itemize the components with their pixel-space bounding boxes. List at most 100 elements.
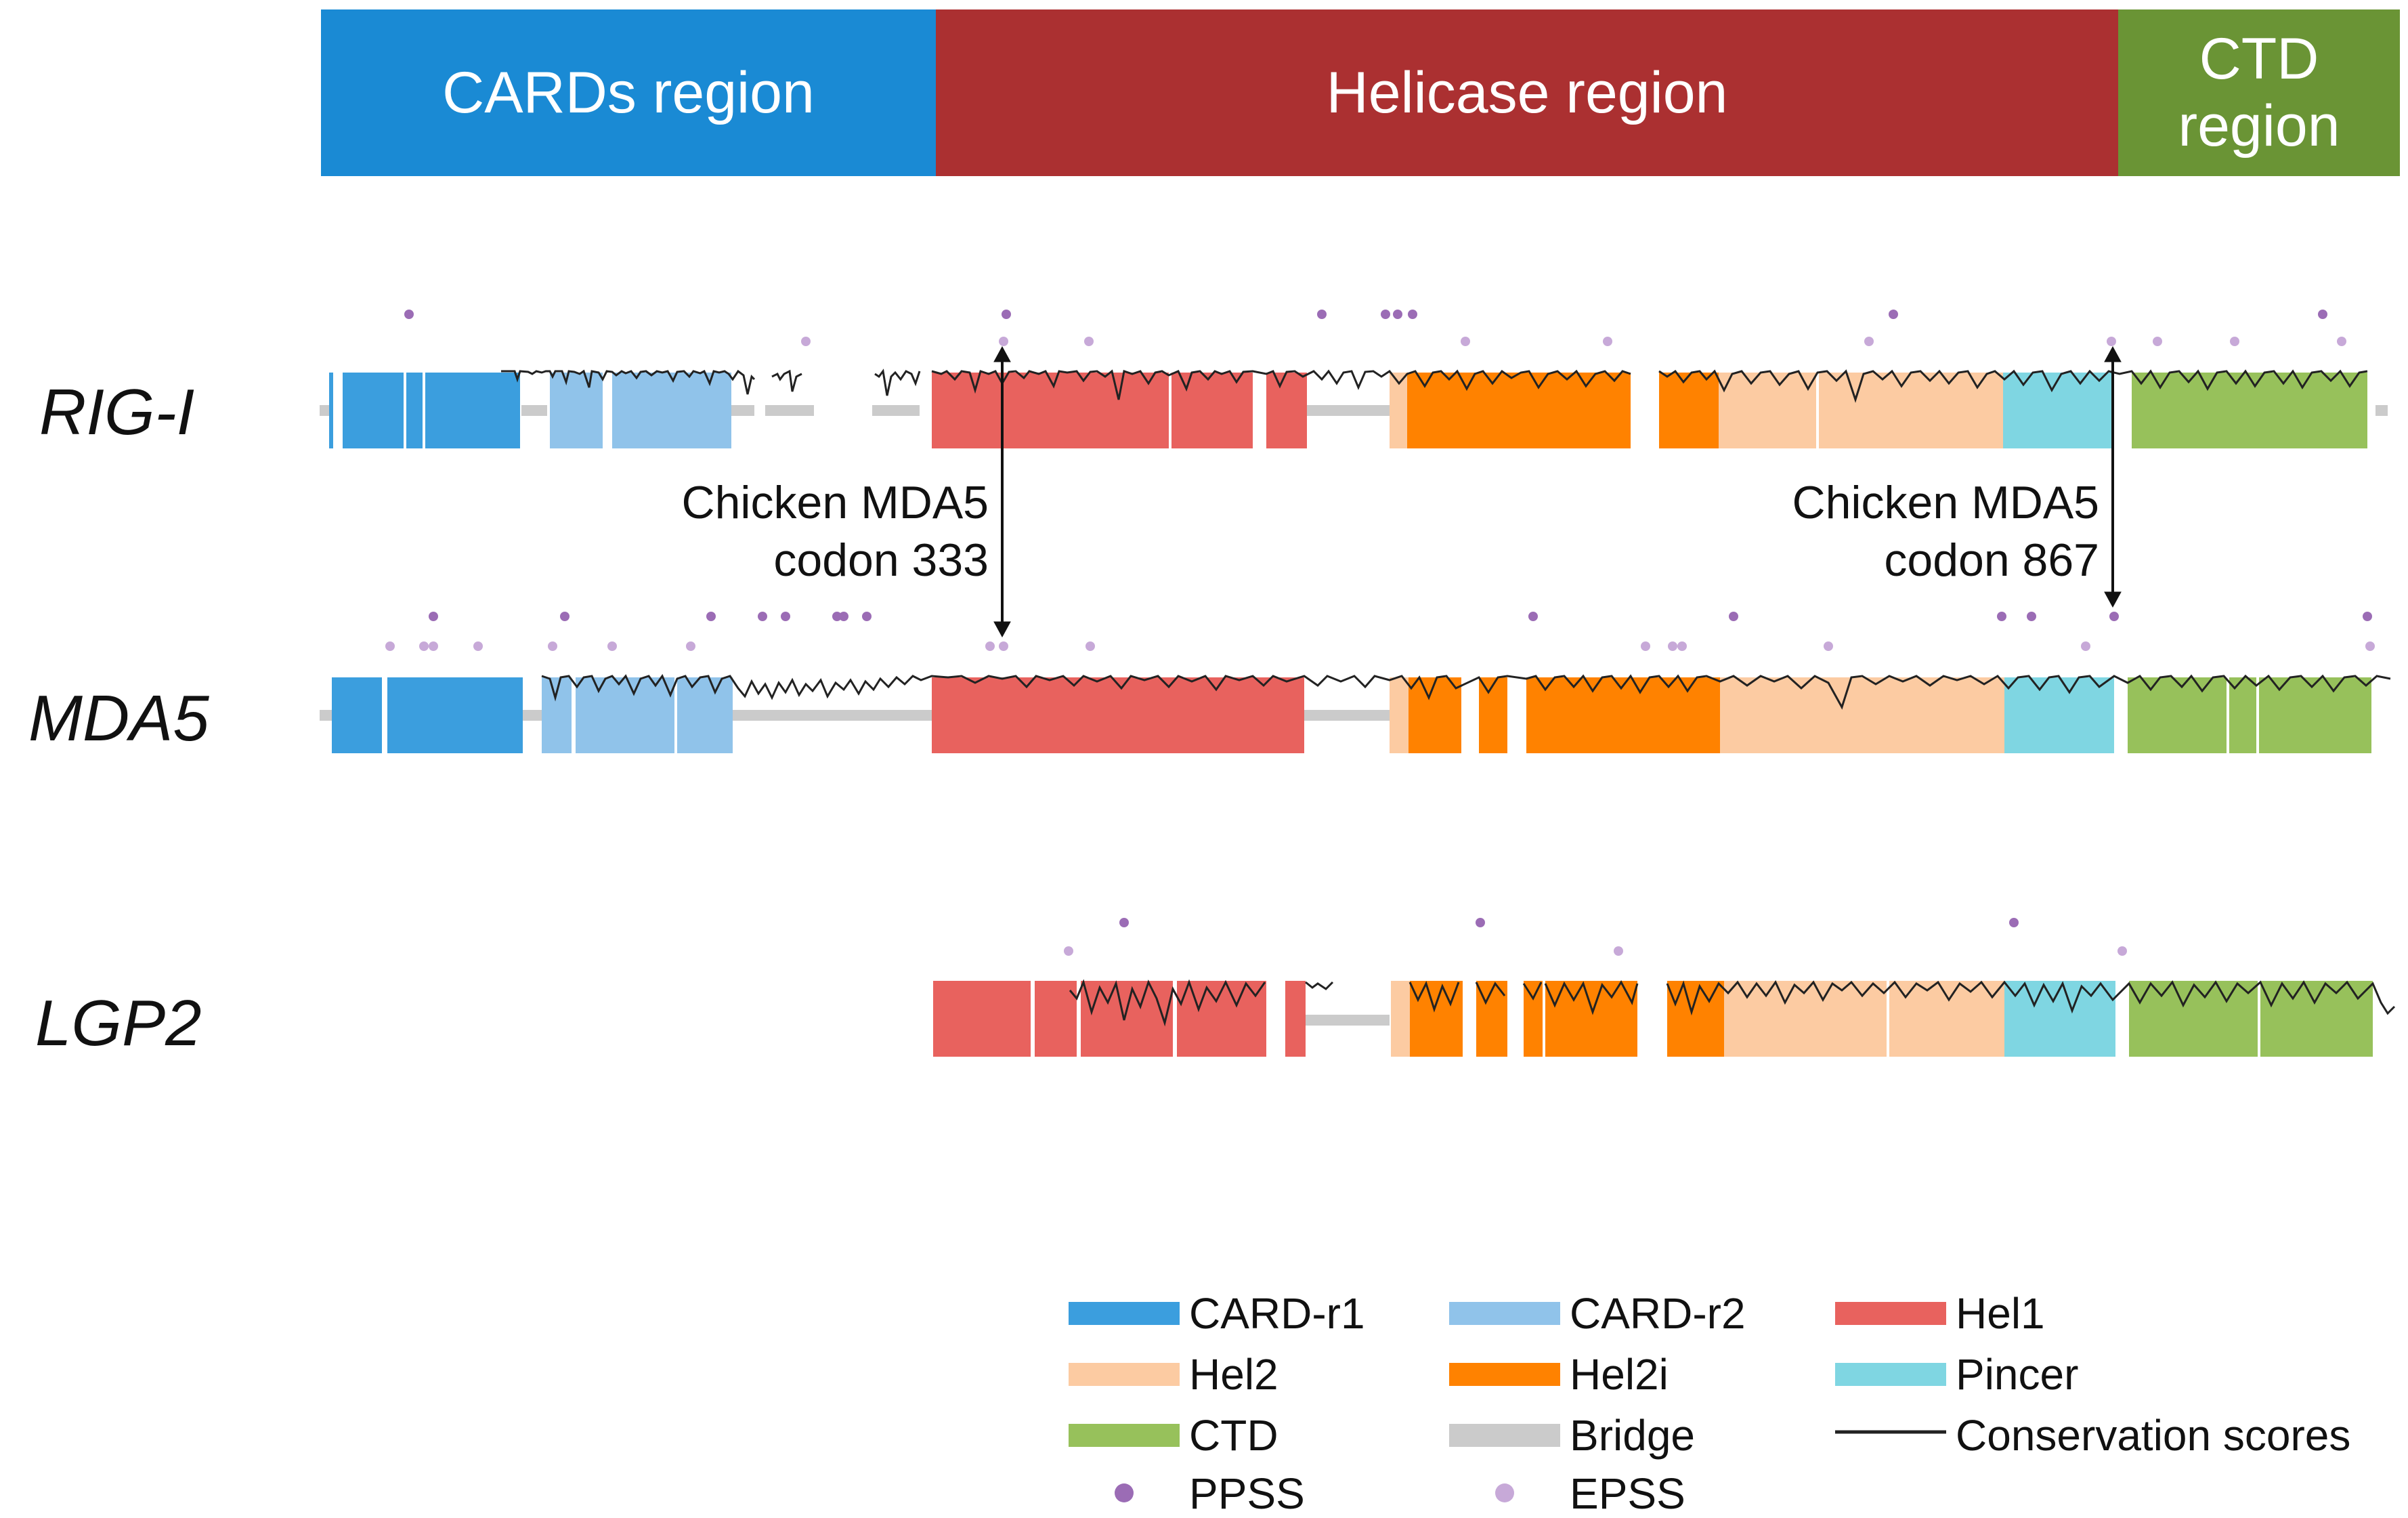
hel2-block [1390, 677, 1409, 753]
conservation-line [931, 369, 1631, 400]
arrow-codon-867 [2104, 345, 2122, 608]
region-ctd-label: CTD region [2178, 26, 2340, 159]
hel2-block [1889, 981, 2004, 1057]
ppss-dot [2363, 612, 2372, 621]
legend-swatch-ctd [1069, 1424, 1180, 1447]
arrow-head-down [993, 621, 1011, 638]
legend-label-pincer: Pincer [1956, 1350, 2079, 1399]
bridge-segment [320, 710, 332, 721]
legend-swatches [1069, 1302, 1946, 1502]
ppss-dot [1002, 310, 1011, 319]
arrow-codon-333 [993, 345, 1011, 638]
conservation-line [501, 369, 756, 395]
legend-label-bridge: Bridge [1570, 1411, 1695, 1460]
hel2-block [1391, 981, 1410, 1057]
ppss-dot [1393, 310, 1402, 319]
ppss-dot [1729, 612, 1738, 621]
protein-label-lgp2: LGP2 [35, 987, 202, 1059]
legend-swatch-ppss [1115, 1483, 1134, 1502]
pincer-block [2003, 373, 2113, 448]
card-r2-block [550, 373, 603, 448]
legend-label-card-r2: CARD-r2 [1570, 1289, 1746, 1338]
ppss-dot [706, 612, 716, 621]
ctd-block [2129, 981, 2258, 1057]
conservation-line [541, 673, 2391, 710]
epss-dot [1064, 946, 1073, 956]
epss-dot [686, 641, 695, 651]
hel1-block [932, 373, 1169, 448]
bridge-segment [2375, 405, 2388, 416]
epss-dot [2107, 337, 2116, 346]
region-ctd [2118, 9, 2400, 176]
card-r1-block [332, 677, 382, 753]
legend-label-hel2: Hel2 [1189, 1350, 1278, 1399]
legend-swatch-hel1 [1835, 1302, 1946, 1325]
hel2i-block [1479, 677, 1507, 753]
bridge-segment [872, 405, 920, 416]
card-r2-block [677, 677, 733, 753]
arrow-head-up [993, 345, 1011, 362]
hel1-block [932, 677, 1304, 753]
hel1-block [1285, 981, 1306, 1057]
card-r1-block [329, 373, 333, 448]
epss-dot [1085, 641, 1095, 651]
epss-dot [385, 641, 395, 651]
ppss-dot [560, 612, 569, 621]
annotation-codon-867: Chicken MDA5 codon 867 [1792, 477, 2100, 586]
epss-dot [1824, 641, 1833, 651]
bridge-segment [765, 405, 814, 416]
hel2-block [1720, 677, 2004, 753]
legend-swatch-epss [1495, 1483, 1514, 1502]
hel2i-block [1524, 981, 1543, 1057]
ctd-block [2128, 677, 2227, 753]
epss-dots [385, 641, 2375, 651]
legend-label-ppss: PPSS [1189, 1469, 1305, 1518]
card-r2-block [576, 677, 674, 753]
ppss-dot [1408, 310, 1417, 319]
arrow-head-up [2104, 345, 2122, 362]
ppss-dots [404, 310, 2327, 319]
epss-dot [1668, 641, 1677, 651]
protein-label-mda5: MDA5 [28, 682, 209, 755]
ppss-dot [2027, 612, 2036, 621]
bridge-segment [523, 710, 542, 721]
legend-label-hel1: Hel1 [1956, 1289, 2045, 1338]
hel2-block [1719, 373, 1816, 448]
epss-dot [2230, 337, 2239, 346]
protein-label-rig-i: RIG-I [39, 376, 195, 448]
legend-label-epss: EPSS [1570, 1469, 1685, 1518]
epss-dot [2081, 641, 2090, 651]
ppss-dot [1317, 310, 1327, 319]
pincer-block [2004, 677, 2114, 753]
hel1-block [1035, 981, 1077, 1057]
ppss-dot [2318, 310, 2327, 319]
ppss-dot [1889, 310, 1898, 319]
epss-dot [999, 641, 1008, 651]
epss-dot [548, 641, 557, 651]
hel2i-block [1659, 373, 1719, 448]
ppss-dots [1119, 918, 2019, 927]
legend-swatch-card-r1 [1069, 1302, 1180, 1325]
epss-dots [1064, 946, 2127, 956]
track-rig-i [320, 310, 2388, 448]
ctd-block [2259, 677, 2371, 753]
ppss-dot [2109, 612, 2119, 621]
hel2i-block [1407, 373, 1631, 448]
card-r1-block [387, 677, 523, 753]
epss-dot [419, 641, 429, 651]
epss-dots [801, 337, 2346, 346]
legend-label-ctd: CTD [1189, 1411, 1278, 1460]
legend-label-card-r1: CARD-r1 [1189, 1289, 1365, 1338]
card-r1-block [425, 373, 520, 448]
hel2i-block [1409, 677, 1461, 753]
conservation-line [1658, 369, 2368, 403]
epss-dot [429, 641, 438, 651]
legend-label-hel2i: Hel2i [1570, 1350, 1669, 1399]
hel2-block [1390, 373, 1407, 448]
ppss-dot [862, 612, 872, 621]
ppss-dot [1476, 918, 1485, 927]
epss-dot [1864, 337, 1874, 346]
epss-dot [1603, 337, 1612, 346]
